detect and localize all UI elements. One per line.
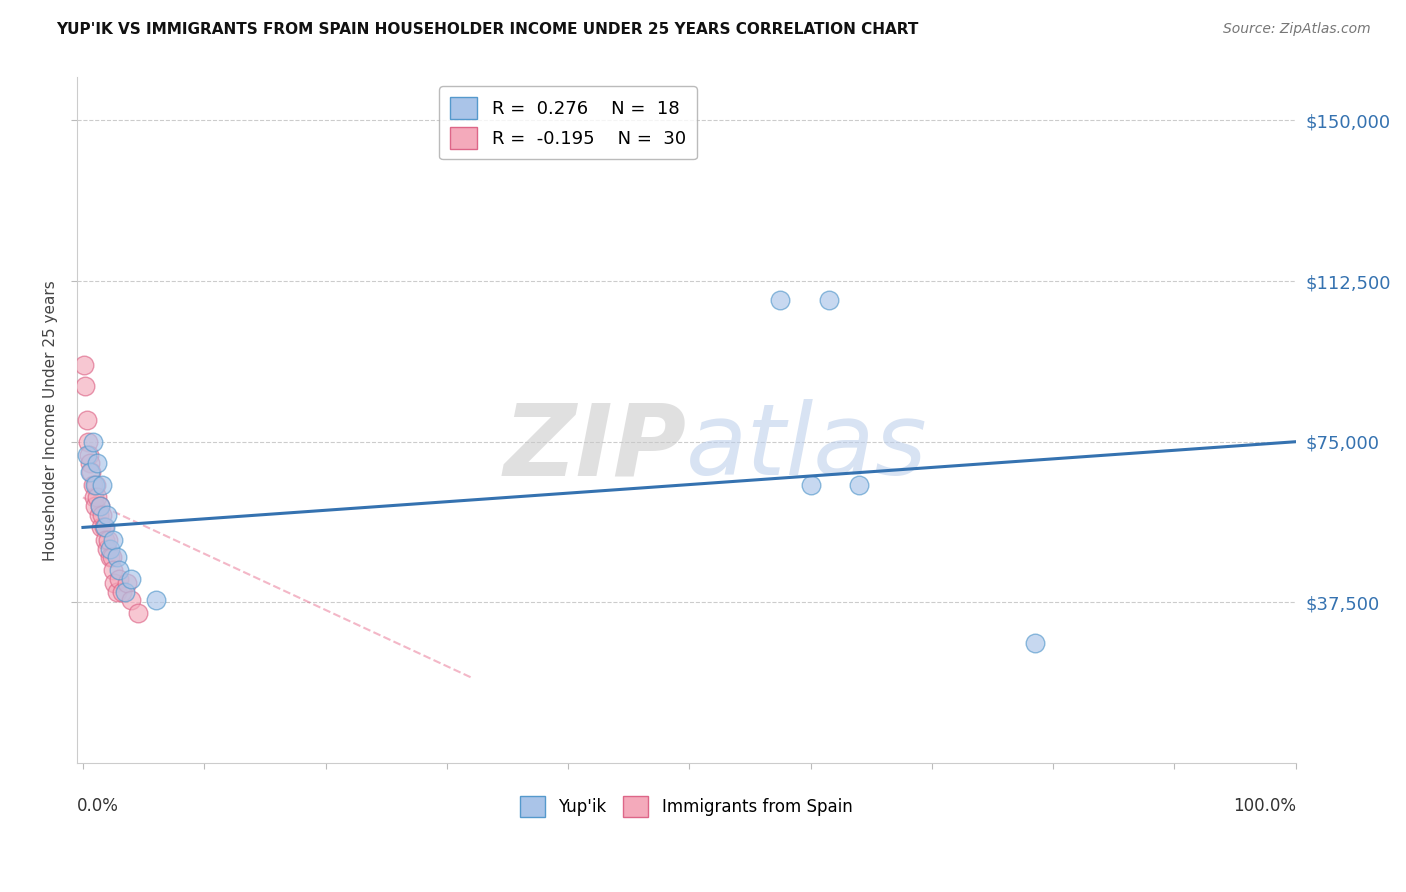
Point <box>76 448 98 462</box>
Point <box>103 576 125 591</box>
Point <box>1024 636 1046 650</box>
Point <box>105 550 128 565</box>
Point <box>80 465 103 479</box>
Point <box>82 434 104 449</box>
Point <box>82 477 104 491</box>
Text: Source: ZipAtlas.com: Source: ZipAtlas.com <box>1223 22 1371 37</box>
Text: YUP'IK VS IMMIGRANTS FROM SPAIN HOUSEHOLDER INCOME UNDER 25 YEARS CORRELATION CH: YUP'IK VS IMMIGRANTS FROM SPAIN HOUSEHOL… <box>56 22 918 37</box>
Point <box>84 499 107 513</box>
Point <box>848 477 870 491</box>
Point <box>73 358 96 372</box>
Point <box>91 508 114 522</box>
Point <box>83 491 105 505</box>
Point <box>127 606 149 620</box>
Point <box>76 413 98 427</box>
Point <box>84 477 107 491</box>
Point <box>94 533 117 548</box>
Point <box>120 572 142 586</box>
Y-axis label: Householder Income Under 25 years: Householder Income Under 25 years <box>44 280 58 561</box>
Point <box>98 541 121 556</box>
Point <box>96 541 118 556</box>
Point <box>94 520 117 534</box>
Legend: Yup'ik, Immigrants from Spain: Yup'ik, Immigrants from Spain <box>513 789 859 823</box>
Point <box>87 508 110 522</box>
Text: 0.0%: 0.0% <box>77 797 118 815</box>
Point <box>105 584 128 599</box>
Point <box>98 550 121 565</box>
Point <box>91 477 114 491</box>
Point <box>89 499 111 513</box>
Point <box>769 293 792 308</box>
Point <box>103 563 125 577</box>
Point <box>108 572 131 586</box>
Point <box>90 520 112 534</box>
Point <box>86 456 108 470</box>
Point <box>77 448 100 462</box>
Point <box>108 563 131 577</box>
Point <box>114 584 136 599</box>
Point <box>89 499 111 513</box>
Text: ZIP: ZIP <box>503 400 686 496</box>
Text: atlas: atlas <box>686 400 928 496</box>
Point <box>84 477 107 491</box>
Point <box>101 550 124 565</box>
Point <box>86 491 108 505</box>
Point <box>817 293 839 308</box>
Point <box>111 584 134 599</box>
Point <box>120 593 142 607</box>
Point <box>75 379 97 393</box>
Point <box>103 533 125 548</box>
Point <box>96 508 118 522</box>
Text: 100.0%: 100.0% <box>1233 797 1296 815</box>
Point <box>79 456 101 470</box>
Point <box>93 520 115 534</box>
Point <box>145 593 167 607</box>
Point <box>800 477 823 491</box>
Point <box>76 434 98 449</box>
Point <box>79 465 101 479</box>
Point <box>97 533 120 548</box>
Point <box>115 576 138 591</box>
